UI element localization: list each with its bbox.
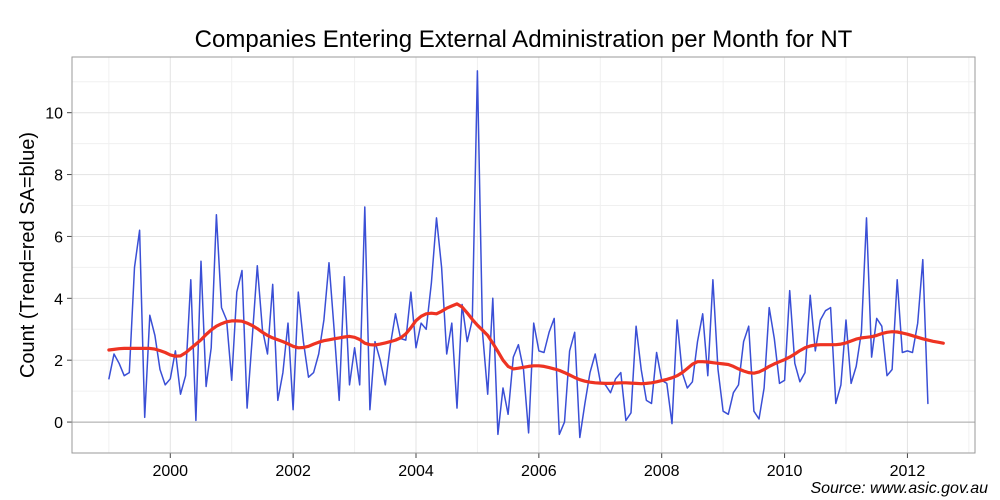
series-layer xyxy=(107,70,945,439)
grid-layer xyxy=(72,57,975,453)
y-tick-label: 0 xyxy=(54,415,63,432)
plot-background xyxy=(72,57,975,453)
x-tick-label: 2002 xyxy=(275,463,311,480)
source-note: Source: www.asic.gov.au xyxy=(810,480,988,497)
y-tick-label: 10 xyxy=(45,106,63,123)
x-tick-label: 2008 xyxy=(644,463,680,480)
sa-series-line xyxy=(108,70,929,439)
y-tick-label: 4 xyxy=(54,291,63,308)
y-tick-label: 8 xyxy=(54,168,63,185)
chart-title: Companies Entering External Administrati… xyxy=(194,26,853,53)
x-tick-label: 2010 xyxy=(767,463,803,480)
y-tick-label: 6 xyxy=(54,229,63,246)
plot-border xyxy=(71,56,976,454)
trend-series-line xyxy=(107,302,945,386)
x-tick-label: 2000 xyxy=(152,463,188,480)
axis-layer: 2000 2002 2004 2006 2008 2010 2012 0 2 4 6 8 10 xyxy=(45,106,925,480)
x-tick-label: 2006 xyxy=(521,463,557,480)
y-axis-title: Count (Trend=red SA=blue) xyxy=(17,132,39,378)
y-tick-label: 2 xyxy=(54,353,63,370)
x-tick-label: 2004 xyxy=(398,463,434,480)
x-tick-label: 2012 xyxy=(890,463,926,480)
